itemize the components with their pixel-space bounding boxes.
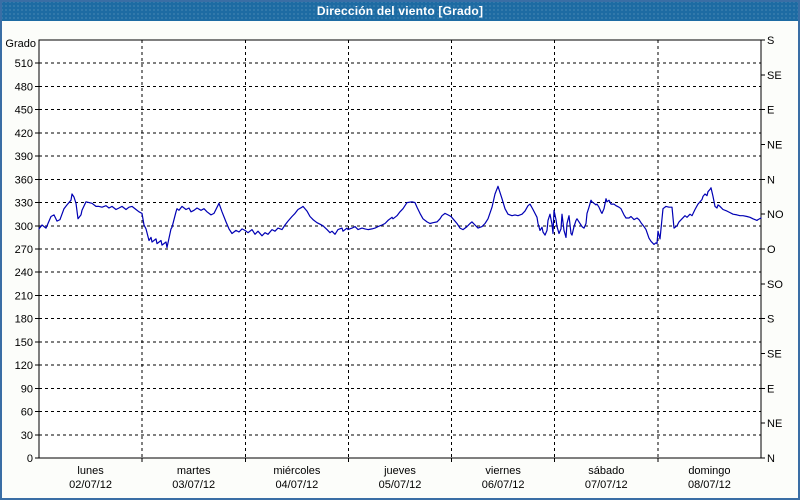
y-axis-tick-label: 450 bbox=[15, 105, 33, 117]
compass-label: N bbox=[767, 453, 775, 465]
wind-direction-series bbox=[38, 185, 762, 249]
compass-label: O bbox=[767, 244, 776, 256]
compass-label: NE bbox=[767, 140, 782, 152]
chart-title: Dirección del viento [Grado] bbox=[316, 3, 484, 18]
compass-label: E bbox=[767, 105, 774, 117]
y-axis-tick-label: 390 bbox=[15, 151, 33, 163]
y-axis-tick-label: 330 bbox=[15, 198, 33, 210]
y-axis-tick-label: 60 bbox=[21, 407, 33, 419]
day-name-label: jueves bbox=[383, 465, 416, 477]
day-date-label: 08/07/12 bbox=[688, 479, 731, 491]
day-name-label: lunes bbox=[77, 465, 104, 477]
y-axis-tick-label: 210 bbox=[15, 290, 33, 302]
compass-label: SO bbox=[767, 279, 783, 291]
compass-label: S bbox=[767, 314, 774, 326]
y-axis-tick-label: 180 bbox=[15, 314, 33, 326]
y-axis-tick-label: 90 bbox=[21, 383, 33, 395]
compass-label: SE bbox=[767, 349, 782, 361]
day-date-label: 06/07/12 bbox=[482, 479, 525, 491]
y-axis-caption: Grado bbox=[5, 38, 36, 50]
day-name-label: domingo bbox=[688, 465, 730, 477]
y-axis-tick-label: 420 bbox=[15, 128, 33, 140]
y-axis-tick-label: 0 bbox=[27, 453, 33, 465]
compass-label: SE bbox=[767, 70, 782, 82]
day-name-label: viernes bbox=[485, 465, 521, 477]
y-axis-tick-label: 270 bbox=[15, 244, 33, 256]
y-axis-tick-label: 30 bbox=[21, 430, 33, 442]
compass-label: N bbox=[767, 174, 775, 186]
compass-label: NE bbox=[767, 418, 782, 430]
y-axis-tick-label: 480 bbox=[15, 81, 33, 93]
compass-label: E bbox=[767, 383, 774, 395]
titlebar: Dirección del viento [Grado] bbox=[0, 0, 800, 21]
y-axis-tick-label: 120 bbox=[15, 360, 33, 372]
y-axis-tick-label: 240 bbox=[15, 267, 33, 279]
day-date-label: 04/07/12 bbox=[275, 479, 318, 491]
day-date-label: 02/07/12 bbox=[69, 479, 112, 491]
compass-label: NO bbox=[767, 209, 784, 221]
day-name-label: miércoles bbox=[273, 465, 321, 477]
compass-label: S bbox=[767, 35, 774, 47]
day-date-label: 05/07/12 bbox=[379, 479, 422, 491]
y-axis-tick-label: 360 bbox=[15, 174, 33, 186]
day-name-label: martes bbox=[177, 465, 211, 477]
day-date-label: 03/07/12 bbox=[172, 479, 215, 491]
day-name-label: sábado bbox=[588, 465, 624, 477]
y-axis-tick-label: 150 bbox=[15, 337, 33, 349]
y-axis-tick-label: 510 bbox=[15, 58, 33, 70]
day-date-label: 07/07/12 bbox=[585, 479, 628, 491]
y-axis-tick-label: 300 bbox=[15, 221, 33, 233]
